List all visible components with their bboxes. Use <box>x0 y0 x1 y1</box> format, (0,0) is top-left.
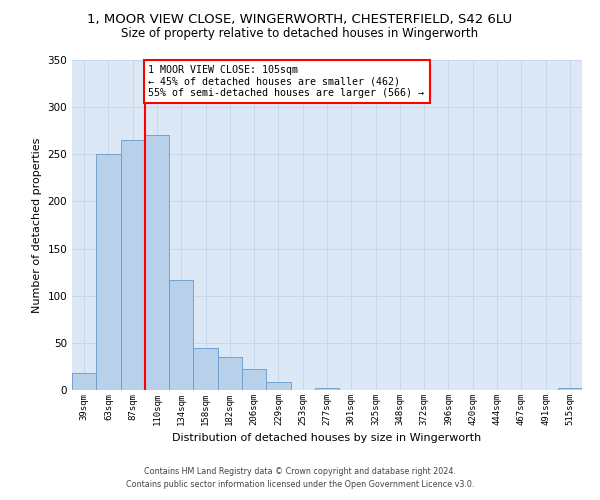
Bar <box>96 154 121 390</box>
Bar <box>558 388 582 390</box>
Bar <box>169 280 193 390</box>
Text: 1, MOOR VIEW CLOSE, WINGERWORTH, CHESTERFIELD, S42 6LU: 1, MOOR VIEW CLOSE, WINGERWORTH, CHESTER… <box>88 12 512 26</box>
Bar <box>121 140 145 390</box>
Y-axis label: Number of detached properties: Number of detached properties <box>32 138 42 312</box>
Bar <box>72 373 96 390</box>
Text: Contains HM Land Registry data © Crown copyright and database right 2024.
Contai: Contains HM Land Registry data © Crown c… <box>126 468 474 489</box>
Bar <box>315 388 339 390</box>
Text: 1 MOOR VIEW CLOSE: 105sqm
← 45% of detached houses are smaller (462)
55% of semi: 1 MOOR VIEW CLOSE: 105sqm ← 45% of detac… <box>149 64 425 98</box>
Bar <box>218 357 242 390</box>
Bar <box>145 136 169 390</box>
Text: Size of property relative to detached houses in Wingerworth: Size of property relative to detached ho… <box>121 28 479 40</box>
Bar <box>242 370 266 390</box>
Bar <box>266 382 290 390</box>
X-axis label: Distribution of detached houses by size in Wingerworth: Distribution of detached houses by size … <box>172 434 482 444</box>
Bar <box>193 348 218 390</box>
